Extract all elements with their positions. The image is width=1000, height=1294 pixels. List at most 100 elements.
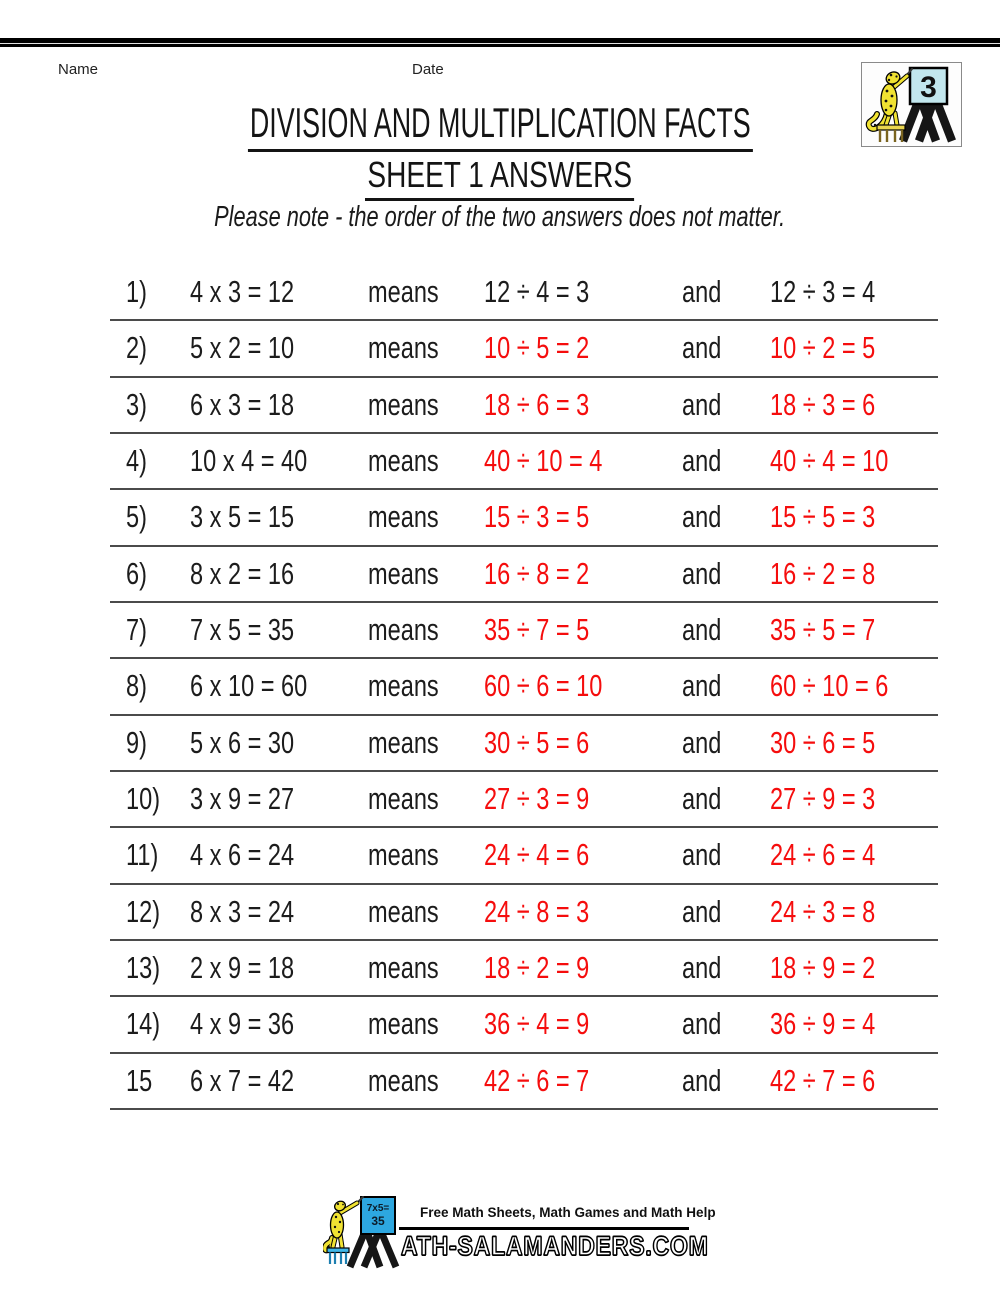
multiplication-fact: 5 x 6 = 30 bbox=[190, 724, 295, 760]
division-fact-1: 24 ÷ 8 = 3 bbox=[484, 893, 590, 929]
and-label: and bbox=[682, 1062, 722, 1098]
division-fact-1: 42 ÷ 6 = 7 bbox=[484, 1062, 590, 1098]
division-fact-2: 60 ÷ 10 = 6 bbox=[770, 668, 889, 704]
date-label: Date bbox=[412, 61, 444, 78]
multiplication-fact: 8 x 3 = 24 bbox=[190, 893, 295, 929]
footer-brand: ATH-SALAMANDERS.COM bbox=[400, 1230, 709, 1261]
multiplication-fact: 4 x 3 = 12 bbox=[190, 274, 295, 309]
row-number: 14) bbox=[126, 1006, 161, 1042]
row-number: 15 bbox=[126, 1062, 153, 1098]
table-row: 6) 8 x 2 = 16 means 16 ÷ 8 = 2 and 16 ÷ 2 = 8 bbox=[110, 547, 938, 603]
division-fact-2: 12 ÷ 3 = 4 bbox=[770, 274, 876, 309]
division-fact-2: 42 ÷ 7 = 6 bbox=[770, 1062, 876, 1098]
table-row: 8) 6 x 10 = 60 means 60 ÷ 6 = 10 and 60 ÷ 10 … bbox=[110, 659, 938, 716]
and-label: and bbox=[682, 949, 722, 985]
means-label: means bbox=[368, 668, 439, 704]
table-row: 11) 4 x 6 = 24 means 24 ÷ 4 = 6 and 24 ÷ 6 = … bbox=[110, 828, 938, 885]
means-label: means bbox=[368, 949, 439, 985]
multiplication-fact: 2 x 9 = 18 bbox=[190, 949, 295, 985]
means-label: means bbox=[368, 1006, 439, 1042]
means-label: means bbox=[368, 724, 439, 760]
multiplication-fact: 4 x 9 = 36 bbox=[190, 1006, 295, 1042]
row-number: 11) bbox=[126, 837, 159, 873]
worksheet-title: DIVISION AND MULTIPLICATION FACTS bbox=[247, 100, 753, 152]
means-label: means bbox=[368, 1062, 439, 1098]
and-label: and bbox=[682, 386, 722, 422]
header-logo-graphic: 3 bbox=[865, 66, 956, 143]
table-row: 2) 5 x 2 = 10 means 10 ÷ 5 = 2 and 10 ÷ 2 = 5 bbox=[110, 321, 938, 378]
division-fact-2: 15 ÷ 5 = 3 bbox=[770, 499, 876, 535]
and-label: and bbox=[682, 274, 722, 309]
division-fact-1: 60 ÷ 6 = 10 bbox=[484, 668, 603, 704]
table-row: 10) 3 x 9 = 27 means 27 ÷ 3 = 9 and 27 ÷ 9 = … bbox=[110, 772, 938, 829]
means-label: means bbox=[368, 274, 439, 309]
header-logo: 3 bbox=[861, 62, 962, 147]
division-fact-1: 18 ÷ 6 = 3 bbox=[484, 386, 590, 422]
row-number: 10) bbox=[126, 780, 161, 816]
footer-tagline: Free Math Sheets, Math Games and Math He… bbox=[420, 1205, 716, 1220]
table-row: 12) 8 x 3 = 24 means 24 ÷ 8 = 3 and 24 ÷ 3 = … bbox=[110, 885, 938, 941]
division-fact-1: 35 ÷ 7 = 5 bbox=[484, 611, 590, 647]
means-label: means bbox=[368, 499, 439, 535]
footer-logo: 7x5= 35 bbox=[323, 1196, 400, 1269]
table-row: 9) 5 x 6 = 30 means 30 ÷ 5 = 6 and 30 ÷ 6 = 5 bbox=[110, 716, 938, 772]
row-number: 5) bbox=[126, 499, 147, 535]
footer-salamander-icon bbox=[323, 1196, 364, 1264]
and-label: and bbox=[682, 555, 722, 591]
table-row: 4) 10 x 4 = 40 means 40 ÷ 10 = 4 and 40 ÷ 4 =… bbox=[110, 434, 938, 491]
note-text: Please note - the order of the two answe… bbox=[214, 201, 786, 233]
page-top-border bbox=[0, 38, 1000, 47]
table-row: 5) 3 x 5 = 15 means 15 ÷ 3 = 5 and 15 ÷ 5 = 3 bbox=[110, 490, 938, 547]
means-label: means bbox=[368, 837, 439, 873]
means-label: means bbox=[368, 330, 439, 366]
row-number: 4) bbox=[126, 442, 147, 478]
salamander-icon bbox=[865, 68, 913, 142]
means-label: means bbox=[368, 780, 439, 816]
division-fact-2: 40 ÷ 4 = 10 bbox=[770, 442, 889, 478]
division-fact-2: 35 ÷ 5 = 7 bbox=[770, 611, 876, 647]
and-label: and bbox=[682, 611, 722, 647]
means-label: means bbox=[368, 555, 439, 591]
facts-table: 1) 4 x 3 = 12 means 12 ÷ 4 = 3 and 12 ÷ 3 = 4… bbox=[110, 265, 938, 1110]
division-fact-2: 30 ÷ 6 = 5 bbox=[770, 724, 876, 760]
means-label: means bbox=[368, 386, 439, 422]
table-row: 3) 6 x 3 = 18 means 18 ÷ 6 = 3 and 18 ÷ 3 = 6 bbox=[110, 378, 938, 434]
division-fact-2: 36 ÷ 9 = 4 bbox=[770, 1006, 876, 1042]
multiplication-fact: 4 x 6 = 24 bbox=[190, 837, 295, 873]
division-fact-1: 15 ÷ 3 = 5 bbox=[484, 499, 590, 535]
division-fact-1: 36 ÷ 4 = 9 bbox=[484, 1006, 590, 1042]
and-label: and bbox=[682, 668, 722, 704]
worksheet-subtitle: SHEET 1 ANSWERS bbox=[365, 155, 635, 201]
and-label: and bbox=[682, 442, 722, 478]
row-number: 2) bbox=[126, 330, 147, 366]
footer-board bbox=[360, 1196, 396, 1235]
division-fact-1: 18 ÷ 2 = 9 bbox=[484, 949, 590, 985]
division-fact-2: 18 ÷ 9 = 2 bbox=[770, 949, 876, 985]
and-label: and bbox=[682, 837, 722, 873]
table-row: 7) 7 x 5 = 35 means 35 ÷ 7 = 5 and 35 ÷ 5 = 7 bbox=[110, 603, 938, 660]
means-label: means bbox=[368, 611, 439, 647]
and-label: and bbox=[682, 893, 722, 929]
division-fact-2: 18 ÷ 3 = 6 bbox=[770, 386, 876, 422]
multiplication-fact: 3 x 5 = 15 bbox=[190, 499, 295, 535]
division-fact-2: 27 ÷ 9 = 3 bbox=[770, 780, 876, 816]
and-label: and bbox=[682, 780, 722, 816]
row-number: 8) bbox=[126, 668, 147, 704]
and-label: and bbox=[682, 330, 722, 366]
row-number: 6) bbox=[126, 555, 147, 591]
logo-number: 3 bbox=[920, 71, 937, 104]
multiplication-fact: 8 x 2 = 16 bbox=[190, 555, 295, 591]
table-row: 14) 4 x 9 = 36 means 36 ÷ 4 = 9 and 36 ÷ 9 = … bbox=[110, 997, 938, 1054]
division-fact-1: 30 ÷ 5 = 6 bbox=[484, 724, 590, 760]
row-number: 12) bbox=[126, 893, 161, 929]
division-fact-2: 10 ÷ 2 = 5 bbox=[770, 330, 876, 366]
division-fact-1: 12 ÷ 4 = 3 bbox=[484, 274, 590, 309]
division-fact-2: 16 ÷ 2 = 8 bbox=[770, 555, 876, 591]
multiplication-fact: 6 x 7 = 42 bbox=[190, 1062, 295, 1098]
and-label: and bbox=[682, 724, 722, 760]
row-number: 7) bbox=[126, 611, 147, 647]
division-fact-1: 16 ÷ 8 = 2 bbox=[484, 555, 590, 591]
footer-board-line1: 7x5= bbox=[367, 1203, 390, 1214]
division-fact-1: 10 ÷ 5 = 2 bbox=[484, 330, 590, 366]
name-label: Name bbox=[58, 61, 99, 78]
